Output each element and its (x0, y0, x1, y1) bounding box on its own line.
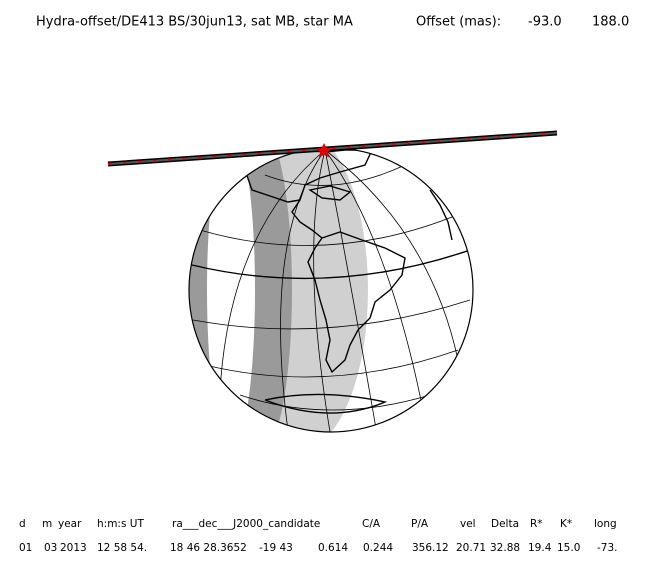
table-cell: 18 46 28.3652 (170, 542, 247, 554)
table-cell: 2013 (60, 542, 87, 554)
table-cell: 32.88 (490, 542, 520, 554)
shadow-path (107, 130, 558, 167)
table-cell: -19 43 (259, 542, 293, 554)
table-cell: 03 (44, 542, 57, 554)
column-header: h:m:s UT (97, 518, 144, 530)
table-cell: 01 (19, 542, 32, 554)
table-cell: 20.71 (456, 542, 486, 554)
title: Hydra-offset/DE413 BS/30jun13, sat MB, s… (36, 15, 353, 30)
table-cell: 15.0 (557, 542, 580, 554)
table-cell: 0.614 (318, 542, 348, 554)
info-table: d m year h:m:s UT ra___dec___J2000_candidate… (19, 518, 618, 554)
column-header: m (42, 518, 52, 530)
globe (188, 147, 474, 433)
table-cell: 356.12 (412, 542, 449, 554)
column-header: ra___dec___J2000_candidate (172, 518, 320, 530)
column-header: vel (460, 518, 476, 530)
column-header: C/A (362, 518, 381, 530)
table-cell: 12 58 54. (97, 542, 147, 554)
column-header: K* (560, 518, 572, 530)
column-header: long (594, 518, 617, 530)
column-header: Delta (491, 518, 519, 530)
table-cell: 0.244 (363, 542, 393, 554)
table-cell: 19.4 (528, 542, 552, 554)
offset-value: 188.0 (592, 15, 629, 30)
column-header: d (19, 518, 26, 530)
offset-label: Offset (mas): (416, 15, 501, 30)
column-header: year (58, 518, 82, 530)
table-cell: -73. (597, 542, 618, 554)
offset-value: -93.0 (528, 15, 562, 30)
column-header: R* (530, 518, 543, 530)
column-header: P/A (411, 518, 429, 530)
